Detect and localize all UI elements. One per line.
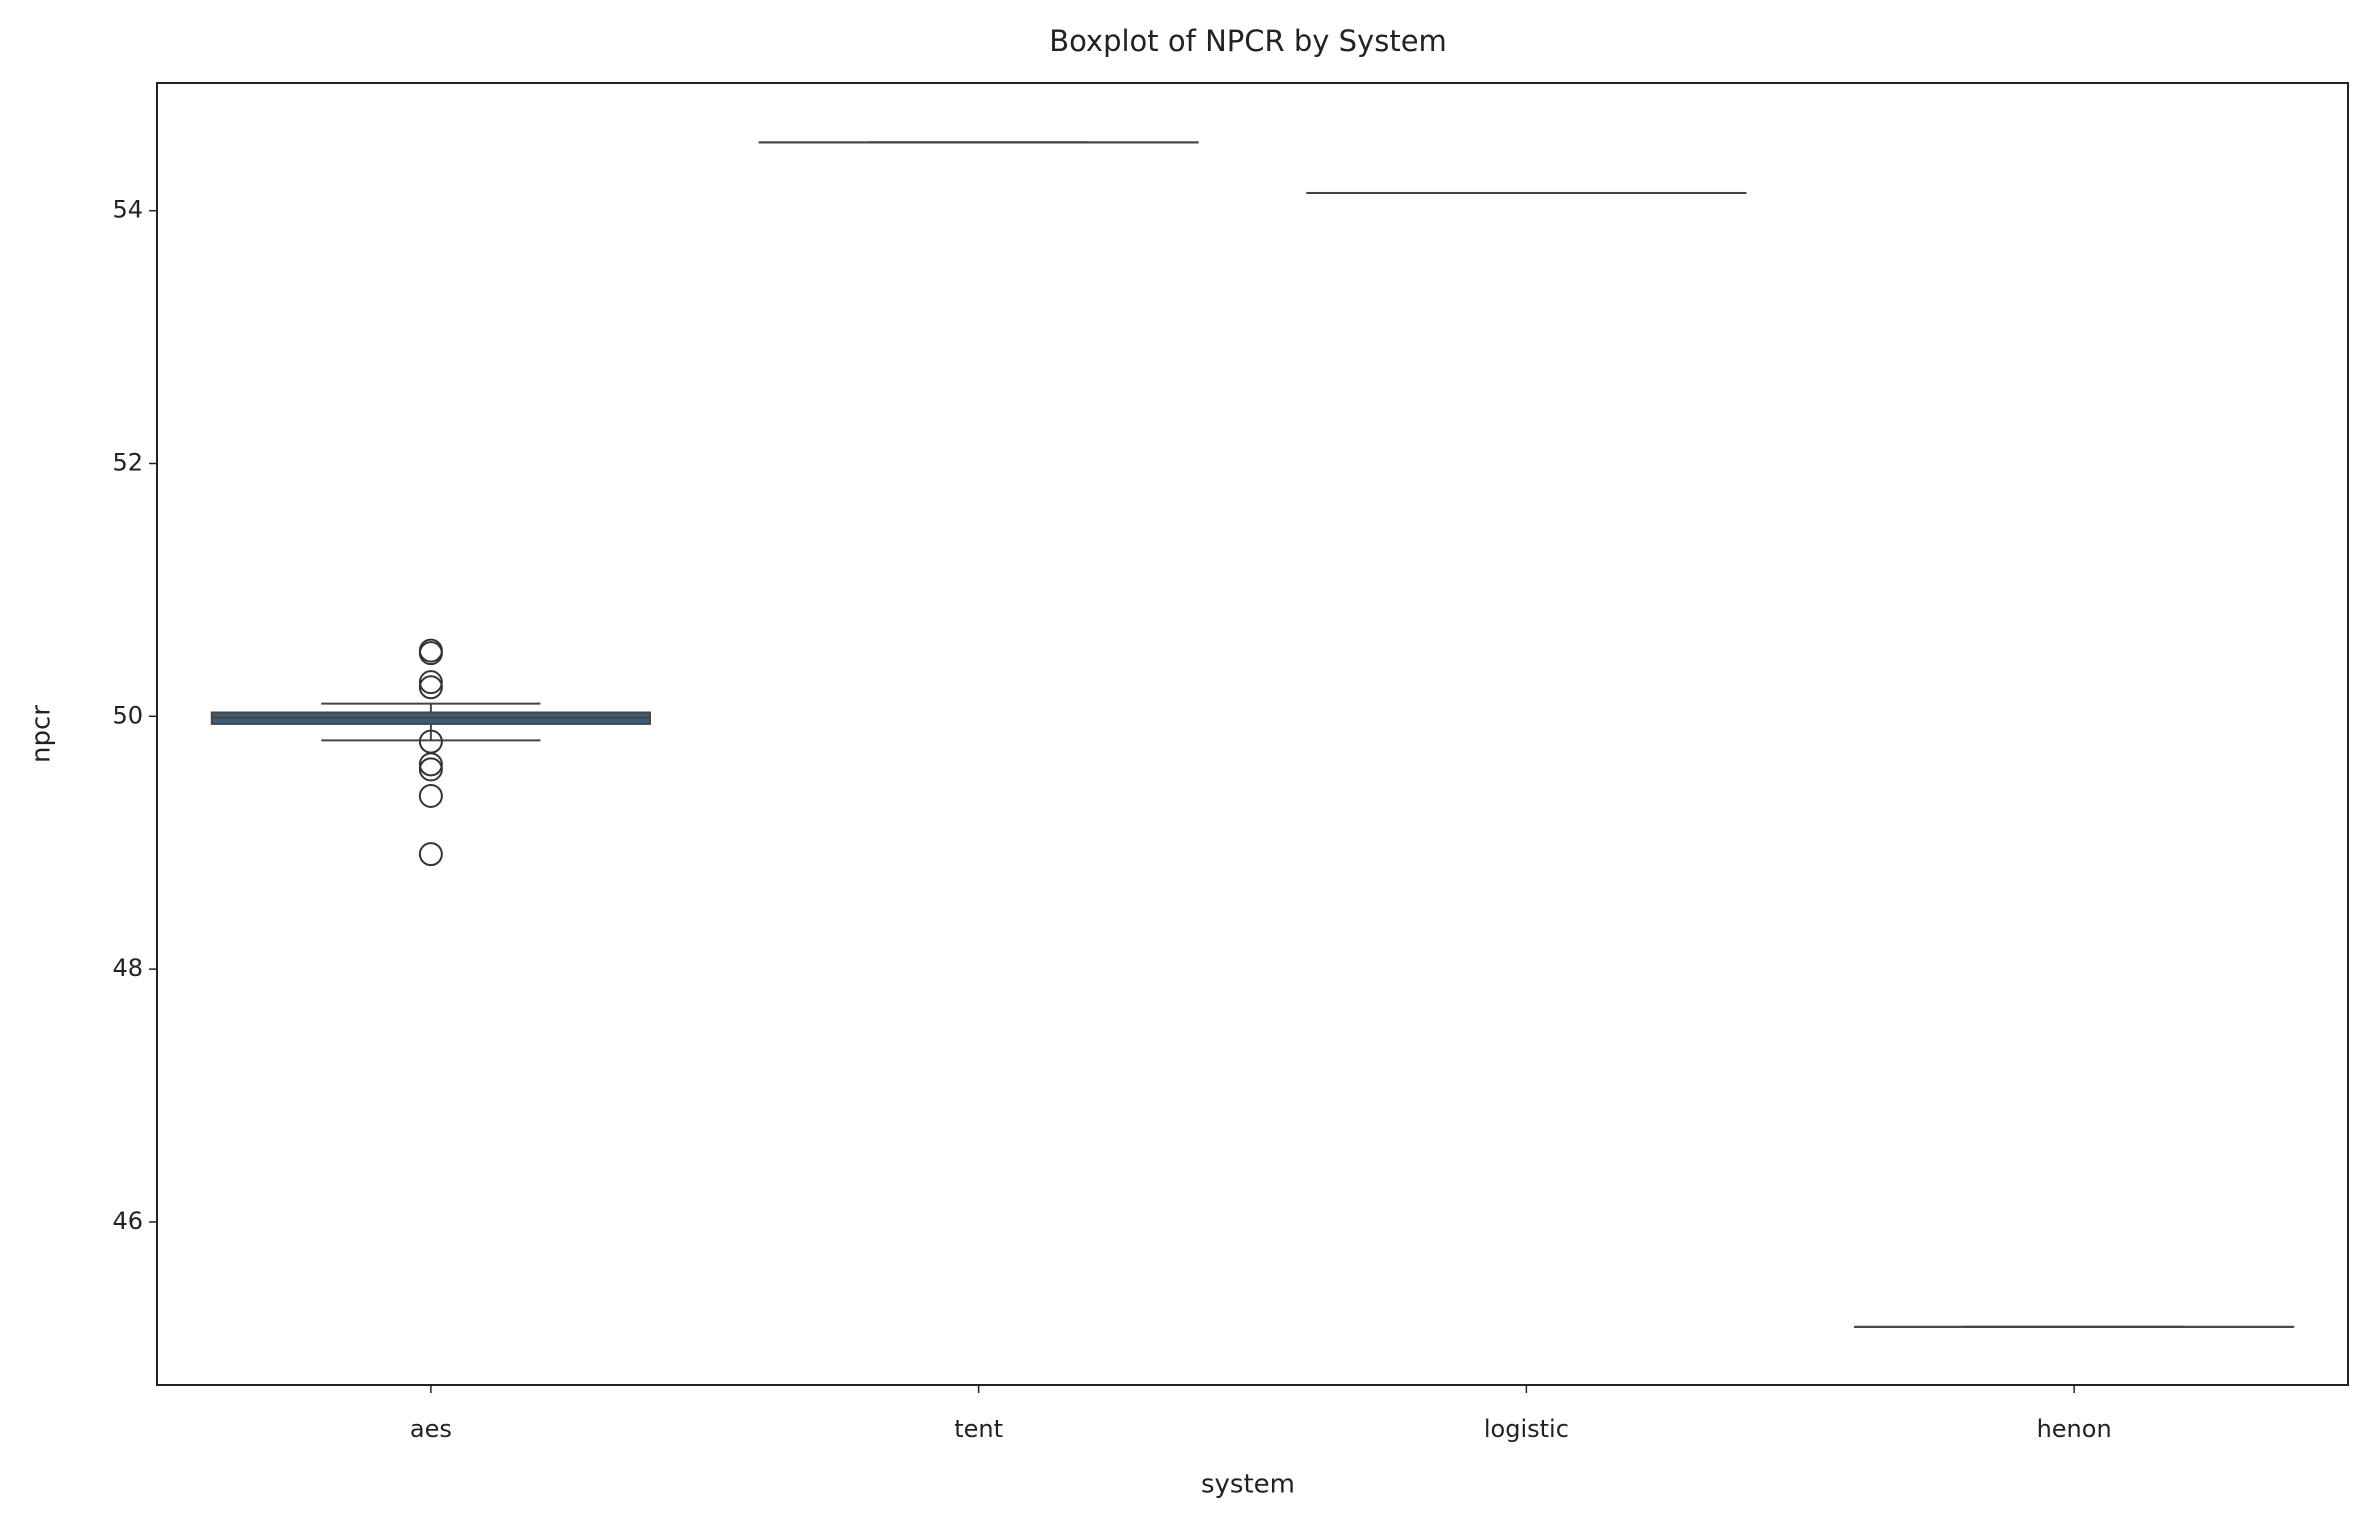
- plot-frame: [156, 82, 2349, 1386]
- y-tick-label: 50: [112, 701, 143, 729]
- chart-title: Boxplot of NPCR by System: [1049, 24, 1447, 58]
- x-tick-label: tent: [954, 1415, 1003, 1443]
- outlier: [418, 752, 443, 777]
- outlier: [418, 757, 443, 782]
- x-tick-label: logistic: [1484, 1415, 1569, 1443]
- outlier: [418, 783, 443, 808]
- outlier: [418, 641, 443, 666]
- x-tick-label: henon: [2037, 1415, 2112, 1443]
- x-tick-label: aes: [410, 1415, 452, 1443]
- outlier: [418, 675, 443, 700]
- y-tick-label: 52: [112, 448, 143, 476]
- x-axis-label: system: [1201, 1470, 1295, 1500]
- y-tick-label: 46: [112, 1207, 143, 1235]
- outlier: [418, 670, 443, 695]
- y-tick-label: 54: [112, 196, 143, 224]
- y-axis-label: npcr: [27, 705, 57, 763]
- outlier: [418, 842, 443, 867]
- y-tick-label: 48: [112, 954, 143, 982]
